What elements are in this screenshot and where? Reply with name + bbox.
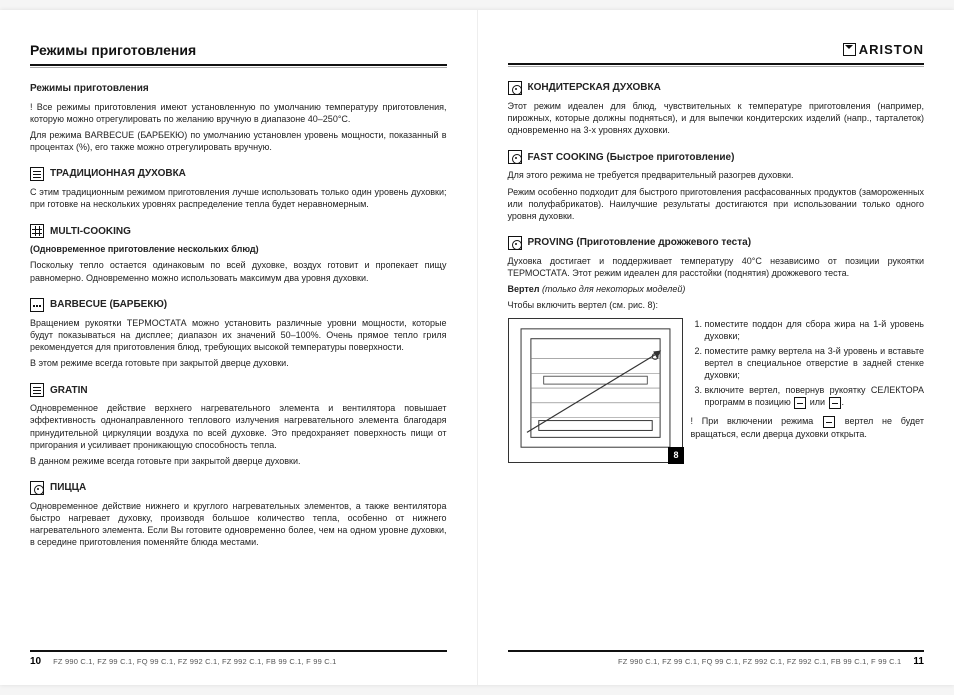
pastry-oven-text: Этот режим идеален для блюд, чувствитель…: [508, 100, 925, 136]
section-fast-cooking: FAST COOKING (Быстрое приготовление): [508, 150, 925, 164]
spit-steps-list: поместите поддон для сбора жира на 1-й у…: [691, 318, 925, 409]
barbecue-text-1: Вращением рукоятки ТЕРМОСТАТА можно уста…: [30, 317, 447, 353]
selector-mode-icon-1: [794, 397, 806, 409]
section-label: BARBECUE (БАРБЕКЮ): [50, 298, 167, 312]
barbecue-icon: [30, 298, 44, 312]
multi-cooking-subtitle: (Одновременное приготовление нескольких …: [30, 243, 447, 255]
section-label: Режимы приготовления: [30, 82, 149, 96]
section-multi-cooking: MULTI-COOKING: [30, 224, 447, 238]
spit-warn-a: ! При включении режима: [691, 416, 823, 426]
section-gratin: GRATIN: [30, 383, 447, 397]
gratin-text-2: В данном режиме всегда готовьте при закр…: [30, 455, 447, 467]
page-number-right: 11: [913, 656, 924, 667]
section-label: MULTI-COOKING: [50, 225, 131, 239]
left-footer: 10 FZ 990 C.1, FZ 99 C.1, FQ 99 C.1, FZ …: [30, 650, 447, 667]
header-rule: [30, 64, 447, 68]
section-label: PROVING (Приготовление дрожжевого теста): [528, 236, 752, 250]
selector-mode-icon-2: [829, 397, 841, 409]
section-cooking-modes-title: Режимы приготовления: [30, 82, 447, 96]
traditional-oven-text: С этим традиционным режимом приготовлени…: [30, 186, 447, 210]
spit-note: (только для некоторых моделей): [540, 284, 686, 294]
section-label: КОНДИТЕРСКАЯ ДУХОВКА: [528, 81, 661, 95]
spit-warning: ! При включении режима вертел не будет в…: [691, 415, 925, 440]
ariston-house-icon: [843, 43, 856, 56]
page-left: Режимы приготовления Режимы приготовлени…: [0, 10, 478, 685]
spit-step-1: поместите поддон для сбора жира на 1-й у…: [705, 318, 925, 342]
models-list-left: FZ 990 C.1, FZ 99 C.1, FQ 99 C.1, FZ 992…: [53, 657, 336, 666]
section-pizza: ПИЦЦА: [30, 481, 447, 495]
section-barbecue: BARBECUE (БАРБЕКЮ): [30, 298, 447, 312]
page-header: Режимы приготовления: [30, 42, 447, 62]
section-label: ПИЦЦА: [50, 481, 86, 495]
page-right: ARISTON КОНДИТЕРСКАЯ ДУХОВКА Этот режим …: [478, 10, 954, 685]
pastry-oven-icon: [508, 81, 522, 95]
left-content: Режимы приготовления ! Все режимы пригот…: [30, 82, 447, 640]
cooking-modes-text-1: ! Все режимы приготовления имеют установ…: [30, 101, 447, 125]
oven-spit-illustration: [509, 319, 682, 462]
section-label: GRATIN: [50, 384, 88, 398]
cooking-modes-text-2: Для режима BARBECUE (БАРБЕКЮ) по умолчан…: [30, 129, 447, 153]
gratin-icon: [30, 383, 44, 397]
multi-cooking-text: Поскольку тепло остается одинаковым по в…: [30, 259, 447, 283]
traditional-oven-icon: [30, 167, 44, 181]
right-content: КОНДИТЕРСКАЯ ДУХОВКА Этот режим идеален …: [508, 81, 925, 640]
gratin-text-1: Одновременное действие верхнего нагреват…: [30, 402, 447, 451]
brand-logo: ARISTON: [843, 42, 924, 57]
section-label: ТРАДИЦИОННАЯ ДУХОВКА: [50, 167, 186, 181]
page-header-right: ARISTON: [508, 42, 925, 61]
spit-step-3: включите вертел, повернув рукоятку СЕЛЕК…: [705, 384, 925, 409]
proving-text: Духовка достигает и поддерживает темпера…: [508, 255, 925, 279]
section-traditional-oven: ТРАДИЦИОННАЯ ДУХОВКА: [30, 167, 447, 181]
multi-cooking-icon: [30, 224, 44, 238]
brand-text: ARISTON: [859, 42, 924, 57]
selector-mode-icon-3: [823, 416, 835, 428]
fast-cooking-text-2: Режим особенно подходит для быстрого при…: [508, 186, 925, 222]
section-proving: PROVING (Приготовление дрожжевого теста): [508, 236, 925, 250]
pizza-text: Одновременное действие нижнего и круглог…: [30, 500, 447, 549]
spit-step-3c: .: [842, 397, 845, 407]
section-pastry-oven: КОНДИТЕРСКАЯ ДУХОВКА: [508, 81, 925, 95]
models-list-right: FZ 990 C.1, FZ 99 C.1, FQ 99 C.1, FZ 992…: [618, 657, 901, 666]
spit-heading: Вертел (только для некоторых моделей): [508, 283, 925, 295]
figure-8-diagram: 8: [508, 318, 683, 463]
spit-title: Вертел: [508, 284, 540, 294]
section-label: FAST COOKING (Быстрое приготовление): [528, 151, 735, 165]
fast-cooking-text-1: Для этого режима не требуется предварите…: [508, 169, 925, 181]
document-spread: Режимы приготовления Режимы приготовлени…: [0, 10, 954, 685]
figure-8-instructions: поместите поддон для сбора жира на 1-й у…: [691, 318, 925, 463]
figure-8-block: 8 поместите поддон для сбора жира на 1-й…: [508, 318, 925, 463]
spit-step-2: поместите рамку вертела на 3-й уровень и…: [705, 345, 925, 381]
right-footer: FZ 990 C.1, FZ 99 C.1, FQ 99 C.1, FZ 992…: [508, 650, 925, 667]
header-rule-right: [508, 63, 925, 67]
pizza-icon: [30, 481, 44, 495]
header-title: Режимы приготовления: [30, 42, 196, 58]
page-number-left: 10: [30, 656, 41, 667]
spit-intro: Чтобы включить вертел (см. рис. 8):: [508, 299, 925, 311]
fast-cooking-icon: [508, 150, 522, 164]
figure-number-badge: 8: [668, 447, 683, 463]
barbecue-text-2: В этом режиме всегда готовьте при закрыт…: [30, 357, 447, 369]
proving-icon: [508, 236, 522, 250]
spit-step-3b: или: [807, 397, 827, 407]
